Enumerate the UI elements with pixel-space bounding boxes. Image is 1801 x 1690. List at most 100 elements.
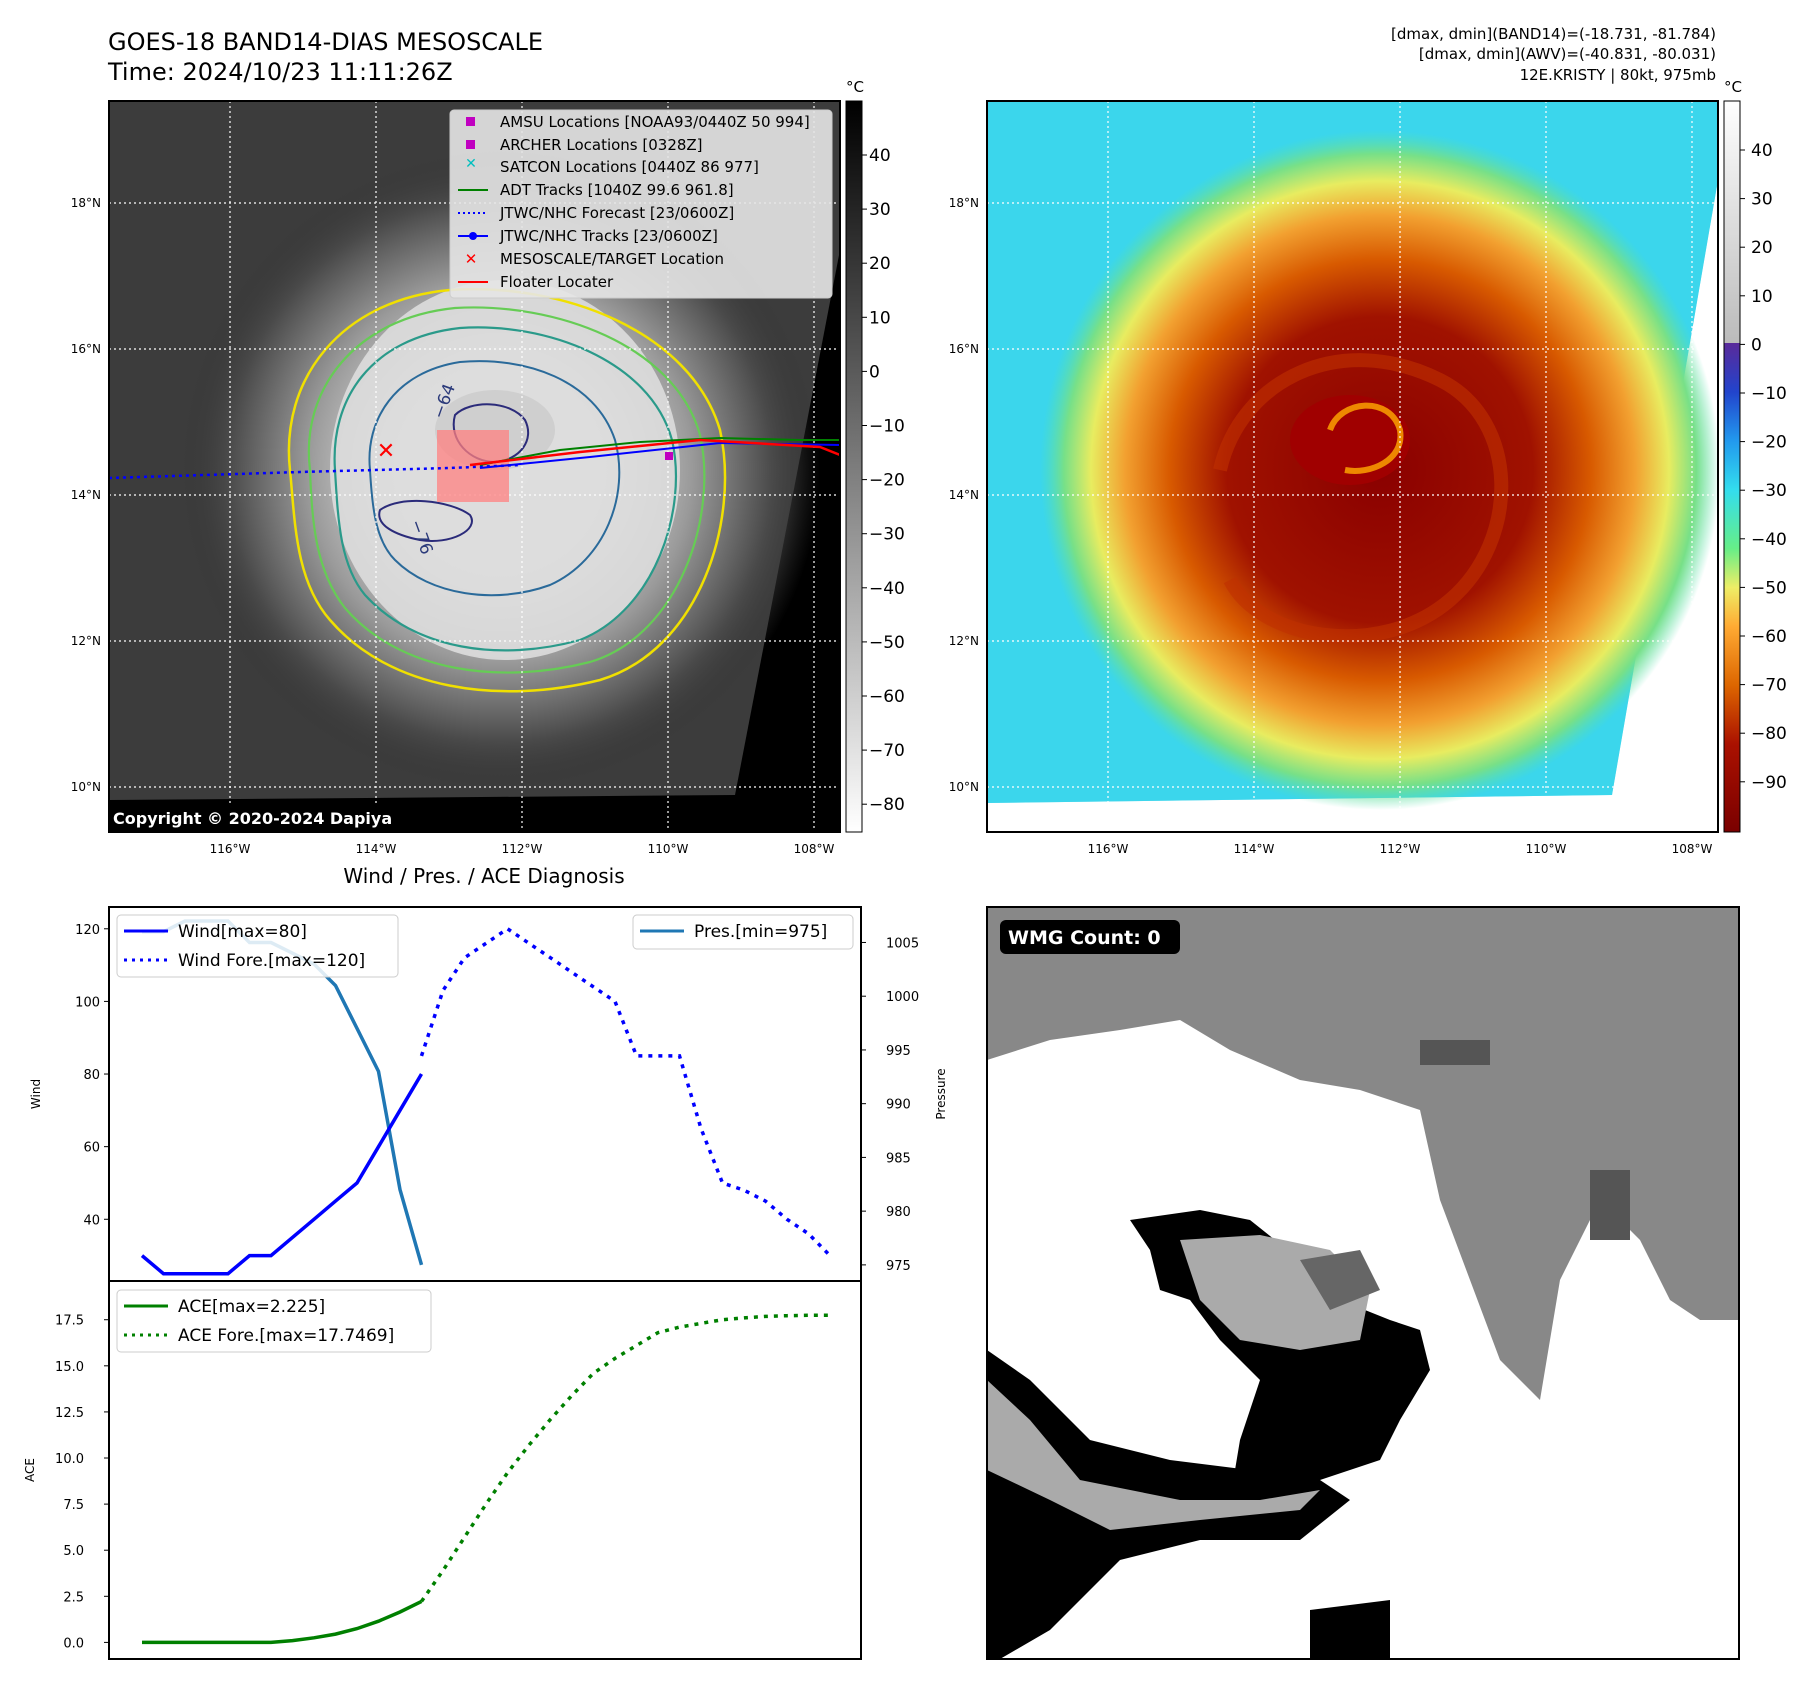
- lon-label: 114°W: [1234, 842, 1275, 856]
- legend-archer: ARCHER Locations [0328Z]: [500, 136, 703, 154]
- figure-title: GOES-18 BAND14-DIAS MESOSCALE: [108, 28, 543, 56]
- legend-satcon-marker: ✕: [465, 156, 477, 172]
- legend-amsu: AMSU Locations [NOAA93/0440Z 50 994]: [500, 113, 810, 131]
- ir-color-map: [986, 100, 1719, 833]
- wind-tick: 60: [83, 1141, 100, 1156]
- lon-label: 108°W: [794, 842, 835, 856]
- legend-wind: Wind[max=80]: [178, 922, 307, 942]
- lat-label: 12°N: [71, 634, 101, 648]
- right-lon-labels: 116°W 114°W 112°W 110°W 108°W: [1088, 842, 1713, 856]
- legend-forecast: JTWC/NHC Forecast [23/0600Z]: [499, 204, 734, 222]
- pressure-tick: 1000: [886, 990, 919, 1005]
- lon-label: 112°W: [502, 842, 543, 856]
- colorbar-tick: −20: [1751, 433, 1787, 453]
- colorbar-tick: −20: [869, 471, 905, 491]
- colorbar-tick: −70: [869, 741, 905, 761]
- colorbar-tick: 0: [869, 362, 880, 382]
- left-colorbar-unit: °C: [846, 78, 864, 96]
- legend-amsu-marker: [466, 117, 475, 126]
- ace-tick: 15.0: [55, 1360, 84, 1375]
- colorbar-tick: −30: [869, 525, 905, 545]
- colorbar-tick: −30: [1751, 481, 1787, 501]
- left-colorbar: °C 40 30 20 10 0 −10 −20 −30 −40 −50 −60 −70 −80: [845, 78, 905, 833]
- colorbar-tick: −10: [1751, 384, 1787, 404]
- legend-adt: ADT Tracks [1040Z 99.6 961.8]: [500, 181, 734, 199]
- lat-label: 18°N: [71, 196, 101, 210]
- map-legend: AMSU Locations [NOAA93/0440Z 50 994] ARC…: [449, 109, 833, 299]
- ace-yaxis: 0.0 2.5 5.0 7.5 10.0 12.5 15.0 17.5: [55, 1314, 109, 1651]
- right-colorbar-unit: °C: [1724, 78, 1742, 96]
- pressure-tick: 1005: [886, 936, 919, 951]
- figure-time: Time: 2024/10/23 11:11:26Z: [107, 58, 453, 86]
- forecast-track-line: [109, 463, 521, 480]
- pressure-legend: Pres.[min=975]: [632, 914, 854, 950]
- wind-tick: 80: [83, 1068, 100, 1083]
- legend-ace: ACE[max=2.225]: [178, 1297, 325, 1317]
- lon-label: 112°W: [1380, 842, 1421, 856]
- colorbar-tick: 0: [1751, 335, 1762, 355]
- dmax-awv: [dmax, dmin](AWV)=(-40.831, -80.031): [1419, 45, 1716, 63]
- floater-locater-line: [469, 438, 840, 467]
- amsu-marker: [665, 452, 673, 460]
- colorbar-tick: −10: [869, 417, 905, 437]
- lat-label: 14°N: [949, 488, 979, 502]
- right-lat-labels: 18°N 16°N 14°N 12°N 10°N: [949, 196, 979, 794]
- colorbar-tick: −80: [869, 795, 905, 815]
- colorbar-tick: −60: [869, 687, 905, 707]
- lat-label: 18°N: [949, 196, 979, 210]
- colorbar-tick: −60: [1751, 627, 1787, 647]
- colorbar-tick: −50: [1751, 578, 1787, 598]
- ace-tick: 0.0: [63, 1636, 84, 1651]
- right-colorbar: °C 40 30 20 10 0 −10 −20 −30 −40 −50 −60 −70 −80 −90: [1723, 78, 1787, 833]
- colorbar-tick: −40: [869, 579, 905, 599]
- legend-tracks: JTWC/NHC Tracks [23/0600Z]: [499, 227, 718, 245]
- pressure-ylabel: Pressure: [934, 1068, 948, 1119]
- wind-legend: Wind[max=80] Wind Fore.[max=120]: [116, 914, 399, 978]
- wind-yaxis: 40 60 80 100 120: [75, 923, 109, 1228]
- ace-tick: 7.5: [63, 1498, 84, 1513]
- lon-label: 108°W: [1672, 842, 1713, 856]
- copyright: Copyright © 2020-2024 Dapiya: [113, 809, 392, 828]
- wmg-panel: WMG Count: 0: [986, 906, 1740, 1660]
- storm-info: 12E.KRISTY | 80kt, 975mb: [1520, 66, 1716, 84]
- colorbar-tick: 30: [1751, 190, 1773, 210]
- legend-archer-marker: [466, 140, 475, 149]
- lon-label: 116°W: [210, 842, 251, 856]
- lat-label: 16°N: [71, 342, 101, 356]
- ace-tick: 17.5: [55, 1314, 84, 1329]
- legend-target: MESOSCALE/TARGET Location: [500, 250, 724, 268]
- dmax-band14: [dmax, dmin](BAND14)=(-18.731, -81.784): [1391, 25, 1716, 43]
- ace-forecast-series-line: [420, 1313, 831, 1603]
- colorbar-tick: 20: [869, 254, 891, 274]
- ace-tick: 12.5: [55, 1406, 84, 1421]
- wind-tick: 100: [75, 995, 100, 1010]
- ace-ylabel: ACE: [23, 1458, 37, 1482]
- lat-label: 16°N: [949, 342, 979, 356]
- lat-label: 10°N: [949, 780, 979, 794]
- left-lon-labels: 116°W 114°W 112°W 110°W 108°W: [210, 842, 835, 856]
- lon-label: 110°W: [1526, 842, 1567, 856]
- colorbar-tick: 40: [869, 146, 891, 166]
- pressure-tick: 990: [886, 1098, 911, 1113]
- pressure-tick: 975: [886, 1259, 911, 1274]
- pressure-tick: 985: [886, 1151, 911, 1166]
- lon-label: 116°W: [1088, 842, 1129, 856]
- legend-pres: Pres.[min=975]: [694, 922, 827, 942]
- pressure-tick: 995: [886, 1044, 911, 1059]
- legend-floater: Floater Locater: [500, 273, 614, 291]
- ace-tick: 2.5: [63, 1590, 84, 1605]
- pressure-yaxis: 975 980 985 990 995 1000 1005: [861, 936, 919, 1274]
- colorbar-tick: 30: [869, 200, 891, 220]
- wmg-count: WMG Count: 0: [1008, 927, 1161, 949]
- legend-satcon: SATCON Locations [0440Z 86 977]: [500, 158, 759, 176]
- pressure-tick: 980: [886, 1205, 911, 1220]
- colorbar-tick: 10: [869, 308, 891, 328]
- wind-tick: 40: [83, 1213, 100, 1228]
- colorbar-tick: 40: [1751, 141, 1773, 161]
- ace-tick: 10.0: [55, 1452, 84, 1467]
- lon-label: 110°W: [648, 842, 689, 856]
- adt-track-line: [479, 436, 840, 466]
- colorbar-tick: 20: [1751, 238, 1773, 258]
- mesoscale-target-marker: ✕: [377, 439, 395, 464]
